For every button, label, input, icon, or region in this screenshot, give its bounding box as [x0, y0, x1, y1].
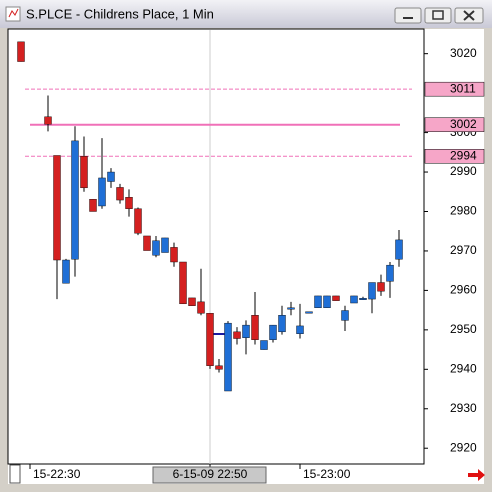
y-tick-label: 2970 — [450, 243, 477, 257]
candle-body — [161, 237, 169, 253]
y-tick-label: 2960 — [450, 283, 477, 297]
candle-body — [224, 322, 232, 392]
candle-body — [125, 197, 133, 209]
candle-body — [395, 239, 403, 260]
scroll-arrow[interactable] — [468, 469, 485, 481]
candle-body — [251, 315, 259, 340]
candle-body — [386, 264, 394, 282]
app-icon — [5, 6, 21, 22]
y-tick-label: 2990 — [450, 164, 477, 178]
window-title: S.PLCE - Childrens Place, 1 Min — [26, 6, 214, 21]
y-tick-label: 2950 — [450, 322, 477, 336]
candle-body — [269, 324, 277, 340]
candle-body — [188, 297, 196, 306]
x-tick-label: 15-22:30 — [33, 467, 81, 481]
candle-body — [332, 295, 340, 301]
candle-body — [44, 116, 52, 125]
close-glyph — [463, 10, 475, 21]
x-tick-label: 6-15-09 22:50 — [173, 467, 248, 481]
y-tick-label: 2920 — [450, 440, 477, 454]
candle-body — [287, 307, 295, 310]
candle-body — [197, 301, 205, 314]
candle-body — [107, 171, 115, 182]
candle-body — [206, 313, 214, 366]
candle-body — [170, 247, 178, 263]
candle-body — [71, 140, 79, 260]
y-tick-label: 2930 — [450, 401, 477, 415]
maximize-button[interactable] — [424, 7, 452, 24]
plot-frame — [7, 28, 425, 465]
y-tick-label: 3020 — [450, 46, 477, 60]
candle-body — [53, 155, 61, 261]
candle-body — [89, 199, 97, 212]
price-level-box — [424, 117, 485, 132]
candle-body — [62, 259, 70, 284]
candle-body — [215, 365, 223, 370]
candle-body — [143, 235, 151, 251]
candle-body — [116, 187, 124, 201]
price-level-box — [424, 149, 485, 164]
candle-body — [377, 282, 385, 292]
y-tick-label: 2980 — [450, 204, 477, 218]
price-level-label: 2994 — [450, 148, 477, 162]
candle-body — [134, 208, 142, 234]
candle-body — [350, 295, 358, 304]
app-icon-glyph — [8, 8, 19, 18]
candle-body — [242, 324, 250, 338]
candle-body — [359, 298, 367, 300]
candle-body — [80, 156, 88, 189]
candle-body — [296, 325, 304, 334]
candle-body — [17, 41, 25, 62]
y-tick-label: 2940 — [450, 361, 477, 375]
minimize-button[interactable] — [394, 7, 422, 24]
candle-body — [179, 261, 187, 305]
price-level-label: 3011 — [450, 81, 476, 95]
candle-body — [341, 310, 349, 321]
candle-body — [323, 295, 331, 308]
candle-body — [314, 295, 322, 308]
candle-body — [368, 282, 376, 300]
price-level-label: 3002 — [450, 117, 477, 131]
candle-body — [152, 240, 160, 256]
candle-body — [233, 331, 241, 339]
candle-body — [98, 177, 106, 207]
price-level-box — [424, 81, 485, 97]
x-tick-label: 15-23:00 — [303, 467, 351, 481]
candle-body — [260, 340, 268, 350]
x-cursor-box — [152, 466, 267, 484]
maximize-glyph — [432, 10, 444, 20]
scroll-box[interactable] — [9, 464, 21, 484]
candle-body — [305, 311, 313, 314]
candle-body — [278, 315, 286, 333]
